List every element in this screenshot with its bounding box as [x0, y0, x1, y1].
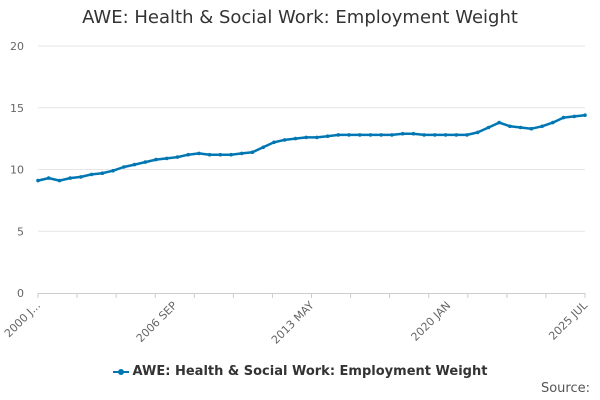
data-point: [443, 133, 448, 137]
data-point: [304, 135, 308, 140]
data-point: [465, 133, 469, 137]
data-point: [164, 156, 169, 161]
data-point: [583, 113, 587, 117]
data-point: [186, 152, 190, 157]
data-point: [282, 138, 287, 142]
x-tick-label: 2025 JUL: [546, 298, 590, 342]
data-point: [89, 172, 94, 177]
data-point: [390, 133, 394, 137]
data-point: [240, 151, 244, 156]
y-tick-label: 0: [17, 287, 24, 300]
data-point: [422, 133, 426, 137]
data-point: [46, 176, 51, 180]
data-point: [433, 133, 437, 137]
data-point: [475, 130, 480, 135]
x-tick-label: 2020 JAN: [409, 299, 454, 344]
data-point: [529, 126, 534, 131]
data-point: [400, 131, 405, 136]
data-point: [250, 150, 255, 154]
x-tick-label: 2013 MAY: [269, 299, 317, 347]
data-point: [572, 114, 577, 119]
data-point: [454, 133, 459, 137]
y-tick-label: 10: [10, 164, 24, 177]
y-tick-label: 15: [10, 102, 24, 115]
data-point: [368, 133, 373, 137]
data-point: [272, 140, 276, 145]
source-label: Source:: [540, 381, 590, 396]
x-tick-label: 2006 SEP: [134, 299, 180, 345]
data-point: [143, 160, 148, 164]
data-point: [411, 131, 416, 136]
y-tick-label: 20: [10, 40, 24, 53]
data-point: [336, 133, 341, 137]
data-point: [57, 178, 62, 183]
data-point: [175, 155, 180, 159]
data-point: [68, 176, 72, 180]
data-point: [551, 120, 555, 125]
data-point: [261, 145, 266, 150]
data-point: [207, 152, 212, 157]
chart-title: AWE: Health & Social Work: Employment We…: [82, 7, 518, 28]
data-point: [111, 168, 115, 173]
legend-label: AWE: Health & Social Work: Employment We…: [132, 364, 488, 379]
data-point: [229, 152, 233, 157]
data-point: [100, 171, 105, 175]
data-point: [218, 152, 223, 157]
series-line: [37, 113, 586, 182]
data-point: [154, 157, 158, 162]
data-point: [518, 125, 523, 130]
data-point: [315, 135, 319, 140]
data-point: [132, 162, 137, 167]
data-point: [197, 151, 201, 156]
data-point: [358, 133, 362, 137]
data-point: [293, 136, 298, 141]
data-point: [122, 165, 126, 169]
data-point: [79, 175, 83, 179]
data-point: [325, 134, 330, 138]
data-point: [497, 120, 502, 125]
data-point: [379, 133, 384, 137]
x-tick-label: 2000 J...: [2, 299, 43, 340]
y-tick-label: 5: [17, 225, 24, 238]
data-point: [347, 133, 351, 137]
chart-legend[interactable]: AWE: Health & Social Work: Employment We…: [0, 364, 600, 379]
data-point: [486, 125, 491, 130]
data-point: [561, 115, 566, 120]
data-point: [540, 124, 544, 129]
legend-line-marker-icon: [112, 368, 129, 375]
data-point: [36, 178, 40, 183]
data-point: [508, 124, 512, 129]
